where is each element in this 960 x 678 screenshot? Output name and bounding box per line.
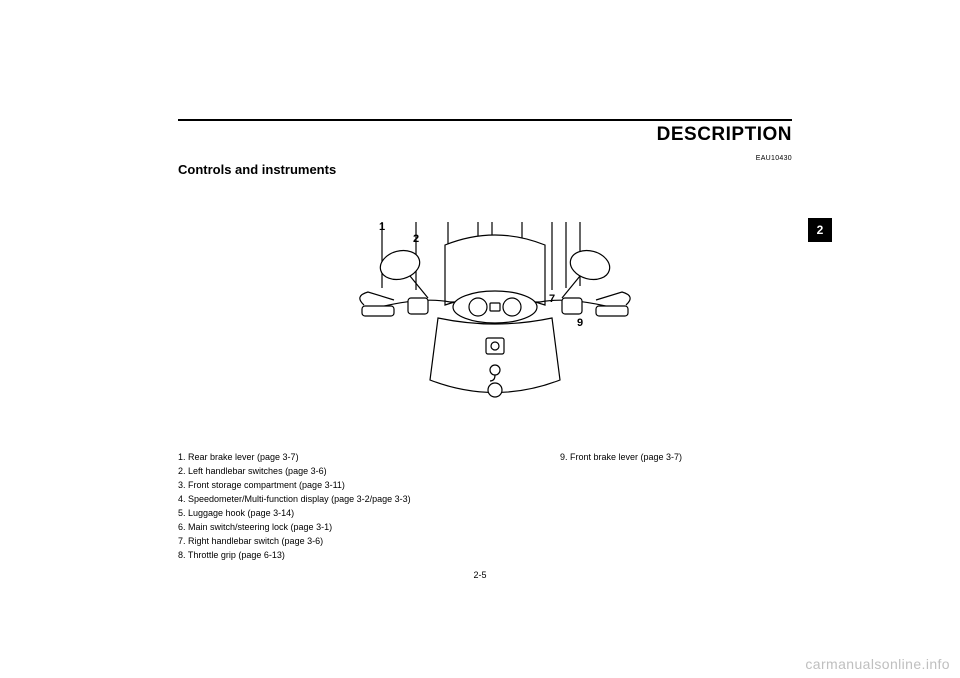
legend-item: 4. Speedometer/Multi-function display (p… (178, 492, 538, 506)
legend-item: 2. Left handlebar switches (page 3-6) (178, 464, 538, 478)
chapter-tab: 2 (808, 218, 832, 242)
section-title: DESCRIPTION (657, 124, 792, 146)
subsection-title: Controls and instruments (178, 162, 336, 177)
diagram-svg (350, 210, 640, 430)
legend-item: 6. Main switch/steering lock (page 3-1) (178, 520, 538, 534)
controls-diagram (350, 210, 640, 430)
legend-left-column: 1. Rear brake lever (page 3-7) 2. Left h… (178, 450, 538, 562)
legend-item: 7. Right handlebar switch (page 3-6) (178, 534, 538, 548)
legend-item: 3. Front storage compartment (page 3-11) (178, 478, 538, 492)
legend-item: 9. Front brake lever (page 3-7) (560, 450, 780, 464)
legend-right-column: 9. Front brake lever (page 3-7) (560, 450, 780, 464)
page-number: 2-5 (473, 570, 486, 580)
document-id: EAU10430 (756, 155, 792, 162)
manual-page: DESCRIPTION EAU10430 Controls and instru… (0, 0, 960, 678)
legend-item: 8. Throttle grip (page 6-13) (178, 548, 538, 562)
legend-item: 1. Rear brake lever (page 3-7) (178, 450, 538, 464)
watermark-text: carmanualsonline.info (805, 656, 950, 672)
header-rule (178, 119, 792, 121)
legend-item: 5. Luggage hook (page 3-14) (178, 506, 538, 520)
